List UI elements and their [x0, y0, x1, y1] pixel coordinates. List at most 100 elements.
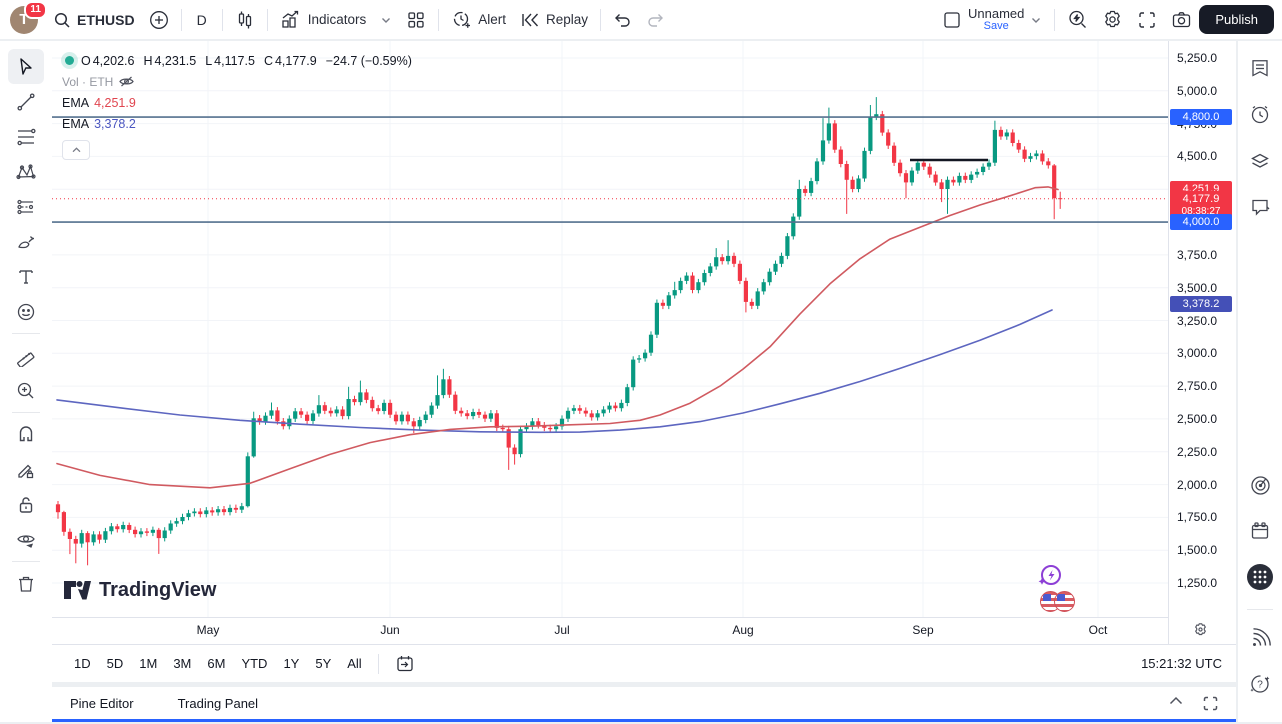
interval-button[interactable]: D	[196, 11, 207, 28]
calendar-panel-button[interactable]	[1244, 515, 1276, 547]
save-label[interactable]: Save	[983, 19, 1009, 32]
alert-label: Alert	[478, 12, 506, 27]
price-tick: 2,500.0	[1177, 411, 1218, 426]
measure-tool[interactable]	[8, 338, 44, 373]
range-button-1m[interactable]: 1M	[139, 656, 158, 671]
indicators-chevron[interactable]	[373, 9, 399, 31]
watermark-text: TradingView	[99, 579, 217, 601]
remove-drawings-tool[interactable]	[8, 566, 44, 601]
price-axis[interactable]: 5,250.05,000.04,750.04,500.04,250.04,000…	[1168, 41, 1236, 644]
object-tree-button[interactable]	[1244, 145, 1276, 177]
xabcd-pattern-tool[interactable]	[8, 154, 44, 189]
range-button-3m[interactable]: 3M	[173, 656, 192, 671]
replay-button[interactable]: Replay	[513, 6, 595, 34]
grid-layout-icon	[406, 10, 426, 30]
user-avatar[interactable]: T 11	[10, 0, 47, 34]
alert-button[interactable]: Alert	[444, 4, 513, 35]
range-button-all[interactable]: All	[347, 656, 362, 671]
plus-circle-icon	[149, 10, 169, 30]
candlestick-chart[interactable]	[52, 41, 1168, 618]
us-economic-event-icon[interactable]	[1054, 591, 1075, 612]
date-range-toolbar: 1D 5D 1M 3M 6M YTD 1Y 5Y All 15:21:32 UTC	[52, 644, 1236, 682]
settings-button[interactable]	[1095, 4, 1130, 35]
fullscreen-button[interactable]	[1130, 5, 1164, 35]
indicator-templates-button[interactable]	[399, 5, 433, 35]
notifications-badge: 11	[24, 0, 47, 19]
range-button-6m[interactable]: 6M	[207, 656, 226, 671]
broadcasts-button[interactable]	[1244, 622, 1276, 654]
month-tick: May	[196, 623, 220, 638]
screener-radar-button[interactable]	[1244, 469, 1276, 501]
price-chart[interactable]: O 4,202.6 H 4,231.5 L 4,117.5 C 4,177.9 −24.…	[52, 41, 1168, 618]
fullscreen-icon	[1137, 10, 1157, 30]
layout-square-icon	[942, 10, 962, 30]
range-button-5d[interactable]: 5D	[106, 656, 124, 671]
search-icon	[53, 11, 71, 29]
text-tool[interactable]	[8, 259, 44, 294]
redo-button[interactable]	[639, 7, 672, 33]
screenshot-button[interactable]	[1164, 5, 1199, 34]
help-button[interactable]: ?	[1244, 668, 1276, 700]
brush-tool[interactable]	[8, 224, 44, 259]
chart-type-button[interactable]	[228, 5, 262, 35]
bottom-accent-bar	[52, 719, 1236, 722]
range-button-1y[interactable]: 1Y	[283, 656, 300, 671]
legend-collapse-button[interactable]	[62, 140, 90, 160]
bar-countdown: 08:38:27	[1181, 205, 1221, 217]
apps-grid-button[interactable]	[1244, 561, 1276, 593]
chevron-down-icon	[380, 14, 392, 26]
alerts-panel-button[interactable]	[1244, 99, 1276, 131]
axis-settings-gear-icon[interactable]	[1193, 622, 1208, 637]
emoji-tool[interactable]	[8, 294, 44, 329]
watchlist-panel-button[interactable]	[1244, 53, 1276, 85]
trend-line-tool[interactable]	[8, 84, 44, 119]
month-tick: Sep	[912, 623, 934, 638]
event-badge-icon[interactable]	[1036, 563, 1063, 590]
undo-button[interactable]	[606, 7, 639, 33]
ema-fast-row[interactable]: EMA 4,251.9	[62, 92, 414, 113]
zoom-in-tool[interactable]	[8, 373, 44, 408]
range-button-1d[interactable]: 1D	[74, 656, 91, 671]
cursor-tool[interactable]	[8, 49, 44, 84]
alert-clock-icon	[451, 9, 472, 30]
hide-drawings-tool[interactable]	[8, 522, 44, 557]
quick-search-button[interactable]	[1060, 4, 1095, 35]
close-value: 4,177.9	[274, 53, 317, 68]
market-status-dot	[65, 56, 74, 65]
top-toolbar: T 11 ETHUSD D Indicators Alert	[0, 0, 1282, 41]
drawing-mode-tool[interactable]	[8, 452, 44, 487]
utc-clock[interactable]: 15:21:32 UTC	[1141, 656, 1222, 671]
chat-panel-button[interactable]	[1244, 191, 1276, 223]
lock-drawings-tool[interactable]	[8, 487, 44, 522]
symbol-search-button[interactable]: ETHUSD	[46, 6, 142, 34]
panel-maximize-icon[interactable]	[1203, 696, 1218, 711]
eye-off-icon[interactable]	[118, 73, 135, 90]
bottom-tab-trading-panel[interactable]: Trading Panel	[177, 695, 259, 711]
symbol-label: ETHUSD	[77, 11, 135, 28]
high-value: 4,231.5	[154, 53, 197, 68]
indicators-icon	[280, 10, 302, 30]
range-button-ytd[interactable]: YTD	[241, 656, 268, 671]
ema-slow-row[interactable]: EMA 3,378.2	[62, 113, 414, 134]
magnet-tool[interactable]	[8, 417, 44, 452]
compare-add-symbol-button[interactable]	[142, 5, 176, 35]
panel-expand-chevron-icon[interactable]	[1169, 696, 1183, 711]
indicators-button[interactable]: Indicators	[273, 5, 374, 35]
ohlc-row[interactable]: O 4,202.6 H 4,231.5 L 4,117.5 C 4,177.9 −24.…	[62, 50, 414, 71]
bottom-tab-pine-editor[interactable]: Pine Editor	[70, 695, 134, 711]
time-axis[interactable]: May Jun Jul Aug Sep Oct	[52, 617, 1168, 644]
volume-row[interactable]: Vol · ETH	[62, 71, 414, 92]
publish-button[interactable]: Publish	[1199, 5, 1274, 34]
indicators-label: Indicators	[307, 12, 367, 27]
price-tick: 2,000.0	[1177, 477, 1218, 492]
price-tick: 3,000.0	[1177, 346, 1218, 361]
fib-retracement-tool[interactable]	[8, 119, 44, 154]
toolbar-separator	[12, 561, 40, 562]
projection-tool[interactable]	[8, 189, 44, 224]
toolbar-separator	[12, 412, 40, 413]
replay-rewind-icon	[520, 11, 540, 29]
layout-button[interactable]: Unnamed Save	[935, 2, 1049, 38]
go-to-date-button[interactable]	[387, 649, 423, 678]
tradingview-watermark: TradingView	[64, 579, 216, 602]
range-button-5y[interactable]: 5Y	[315, 656, 332, 671]
